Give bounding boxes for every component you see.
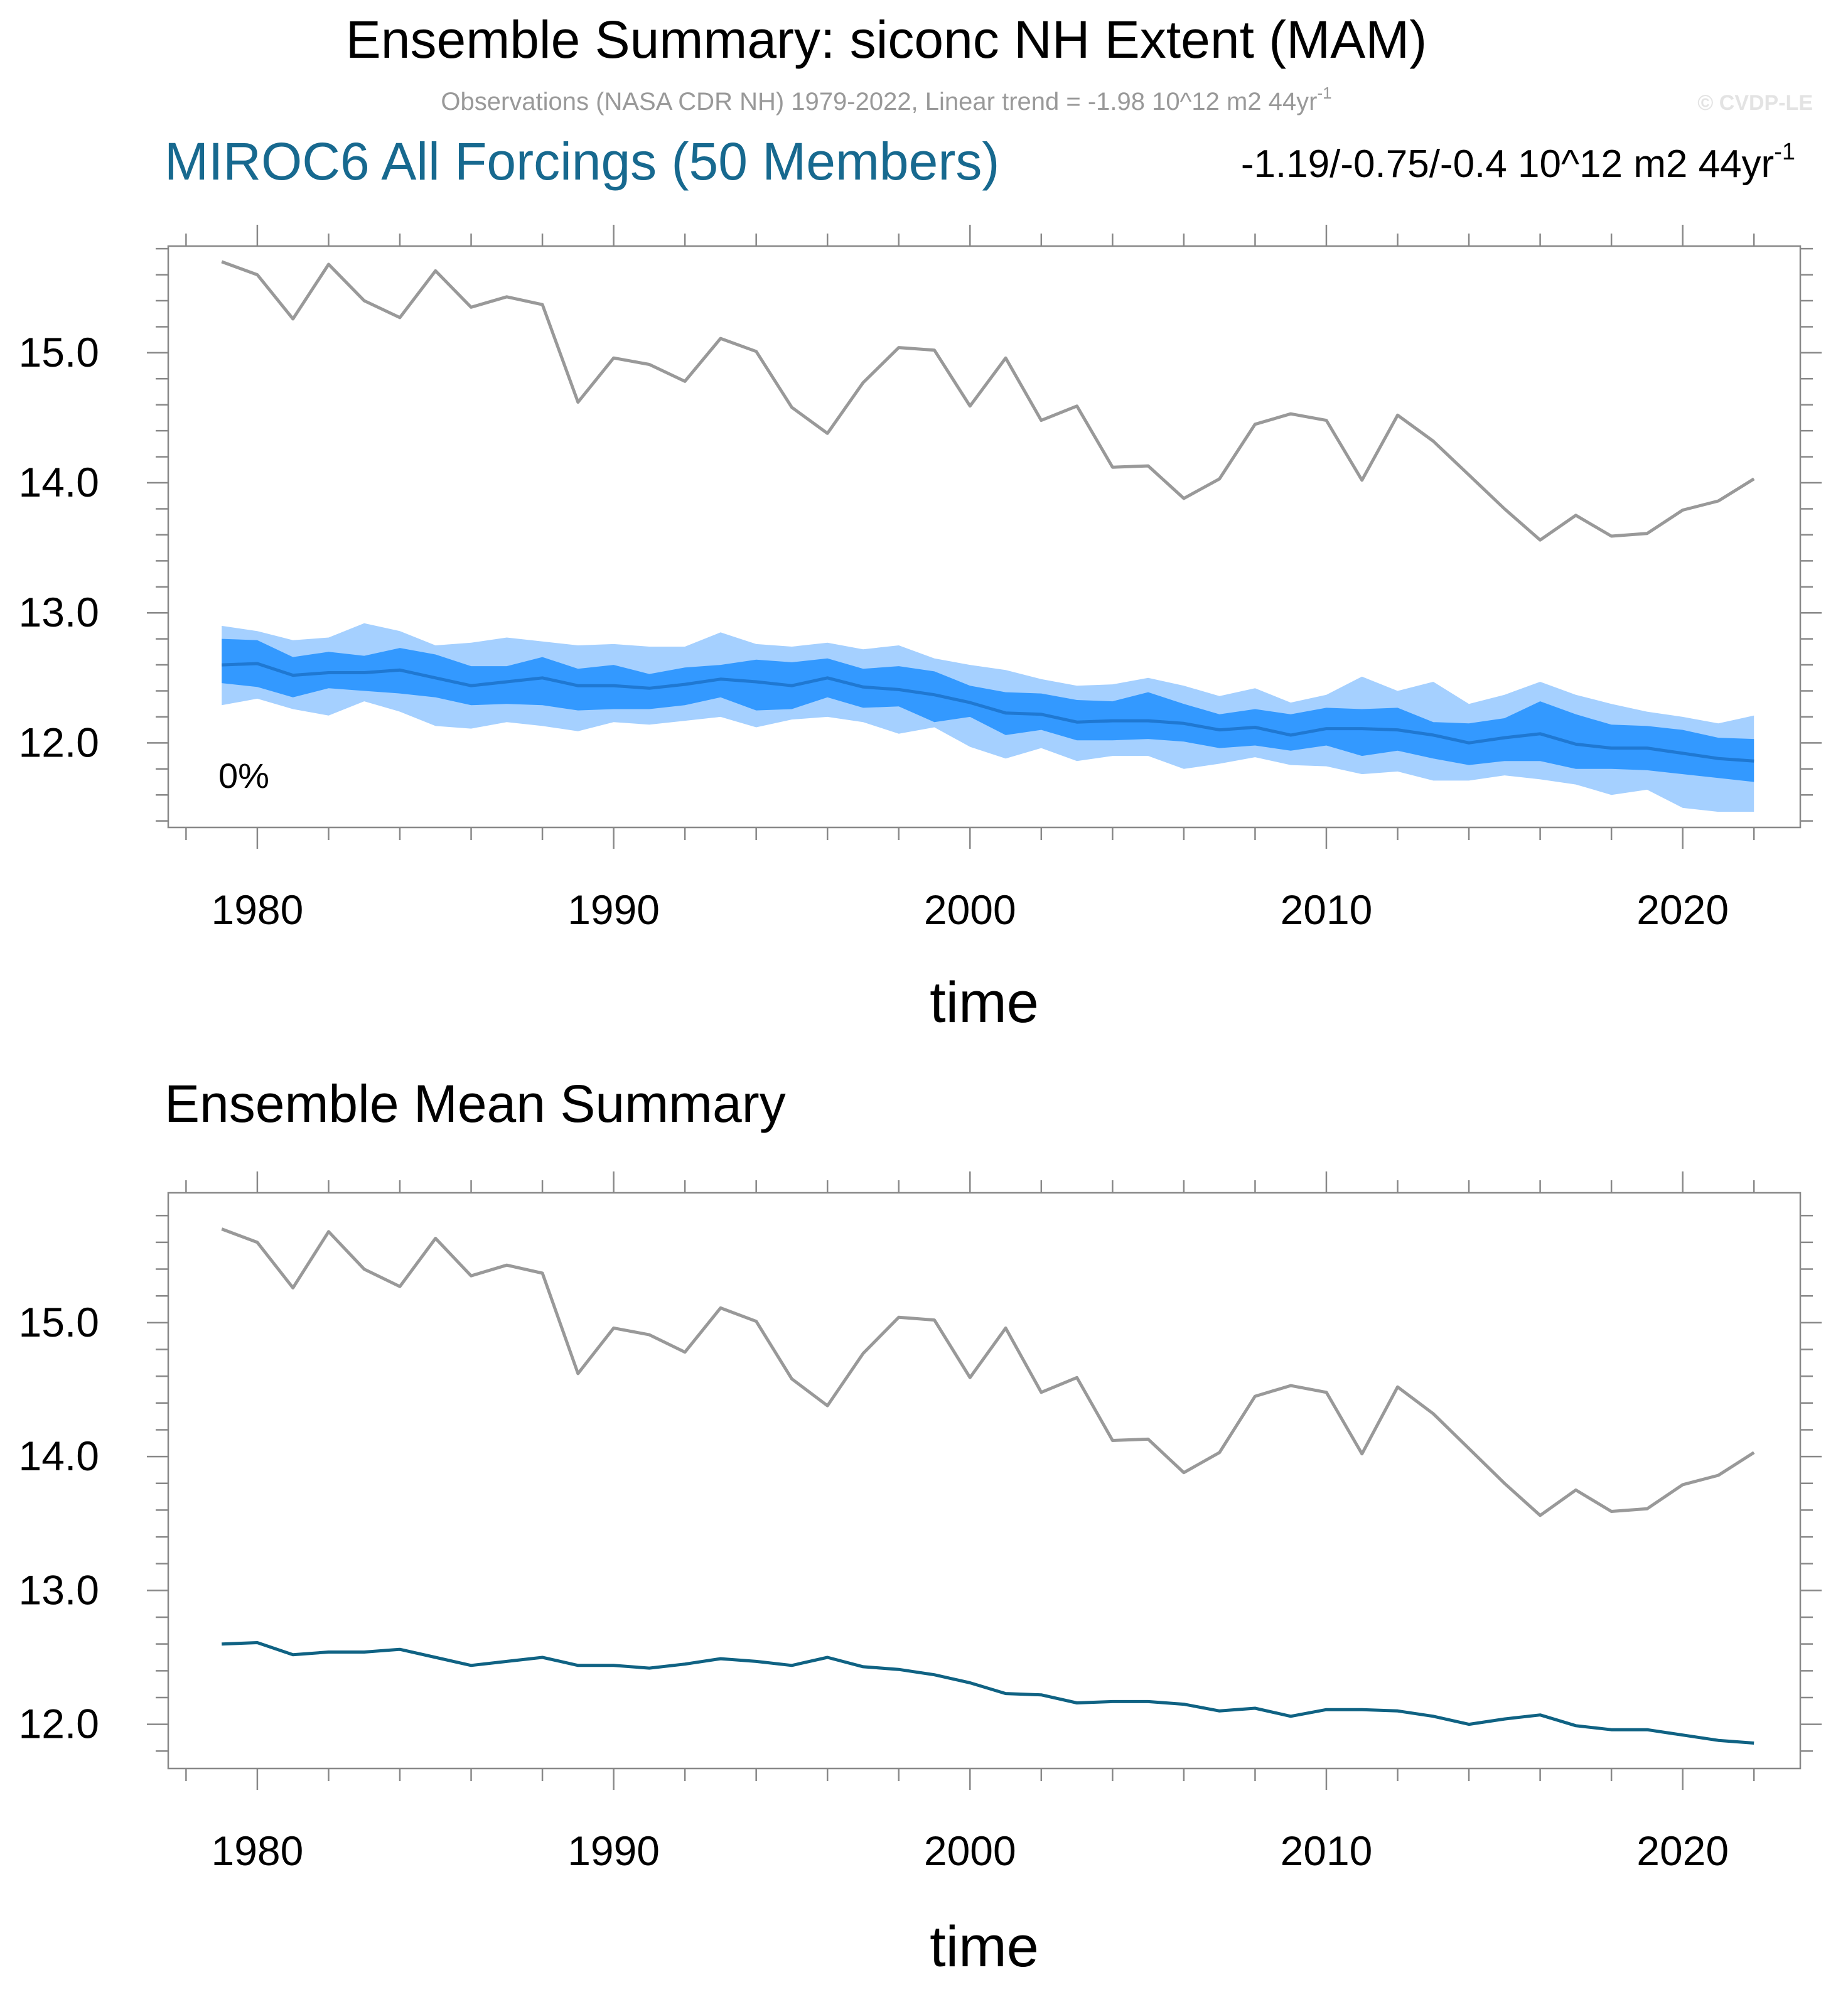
- obs-trend-text: Observations (NASA CDR NH) 1979-2022, Li…: [441, 83, 1331, 116]
- plot-frame: [167, 1192, 1802, 1770]
- observations-line: [221, 260, 1755, 542]
- trend-range-sup: -1: [1774, 139, 1795, 165]
- x-tick-label: 1980: [212, 1828, 304, 1874]
- trend-range-text: -1.19/-0.75/-0.4 10^12 m2 44yr-1: [1241, 139, 1795, 186]
- x-tick-label: 2000: [924, 886, 1016, 933]
- y-tick-label: 15.0: [19, 1299, 99, 1345]
- figure-title: Ensemble Summary: siconc NH Extent (MAM): [346, 10, 1427, 69]
- obs-trend-main: Observations (NASA CDR NH) 1979-2022, Li…: [441, 88, 1317, 116]
- ensemble-mean-line: [222, 662, 1754, 763]
- x-tick-label: 1980: [212, 886, 304, 933]
- panel2-lines: [221, 1227, 1755, 1745]
- y-tick-label: 14.0: [19, 459, 99, 505]
- y-tick-label: 12.0: [19, 1701, 99, 1747]
- panel1-axes: 1980 1990 2000 2010 2020 12.0 13.0 14.0 15.0: [19, 225, 1822, 933]
- percent-annotation: 0%: [218, 756, 269, 795]
- panel2-axes: 1980 1990 2000 2010 2020 12.0 13.0 14.0 15.0: [19, 1171, 1822, 1874]
- x-tick-label: 2000: [924, 1828, 1016, 1874]
- y-tick-label: 13.0: [19, 589, 99, 635]
- panel1-x-axis-label: time: [930, 971, 1039, 1035]
- observations-line: [221, 1227, 1755, 1517]
- model-title: MIROC6 All Forcings (50 Members): [164, 132, 999, 191]
- obs-trend-sup: -1: [1318, 83, 1332, 102]
- y-tick-label: 15.0: [19, 329, 99, 375]
- copyright-text: © CVDP-LE: [1697, 91, 1813, 115]
- trend-range-main: -1.19/-0.75/-0.4 10^12 m2 44yr: [1241, 143, 1774, 186]
- panel2-x-axis-label: time: [930, 1915, 1039, 1979]
- x-tick-label: 2010: [1281, 886, 1373, 933]
- ensemble-mean-panel: Ensemble Mean Summary 1980 1990 2000 2010 20…: [19, 1074, 1822, 1979]
- plot-frame: [167, 245, 1802, 829]
- x-tick-label: 1990: [567, 886, 660, 933]
- panel2-title: Ensemble Mean Summary: [164, 1074, 786, 1133]
- inner-spread-band: [222, 638, 1754, 782]
- ensemble-mean-line: [222, 1641, 1754, 1745]
- panel1-lines: [221, 260, 1755, 763]
- x-tick-label: 2020: [1636, 886, 1729, 933]
- y-tick-label: 14.0: [19, 1433, 99, 1479]
- y-tick-label: 13.0: [19, 1566, 99, 1613]
- inner-band-area: [222, 638, 1754, 782]
- y-tick-label: 12.0: [19, 719, 99, 765]
- x-tick-label: 2020: [1636, 1828, 1729, 1874]
- x-tick-label: 1990: [567, 1828, 660, 1874]
- x-tick-label: 2010: [1281, 1828, 1373, 1874]
